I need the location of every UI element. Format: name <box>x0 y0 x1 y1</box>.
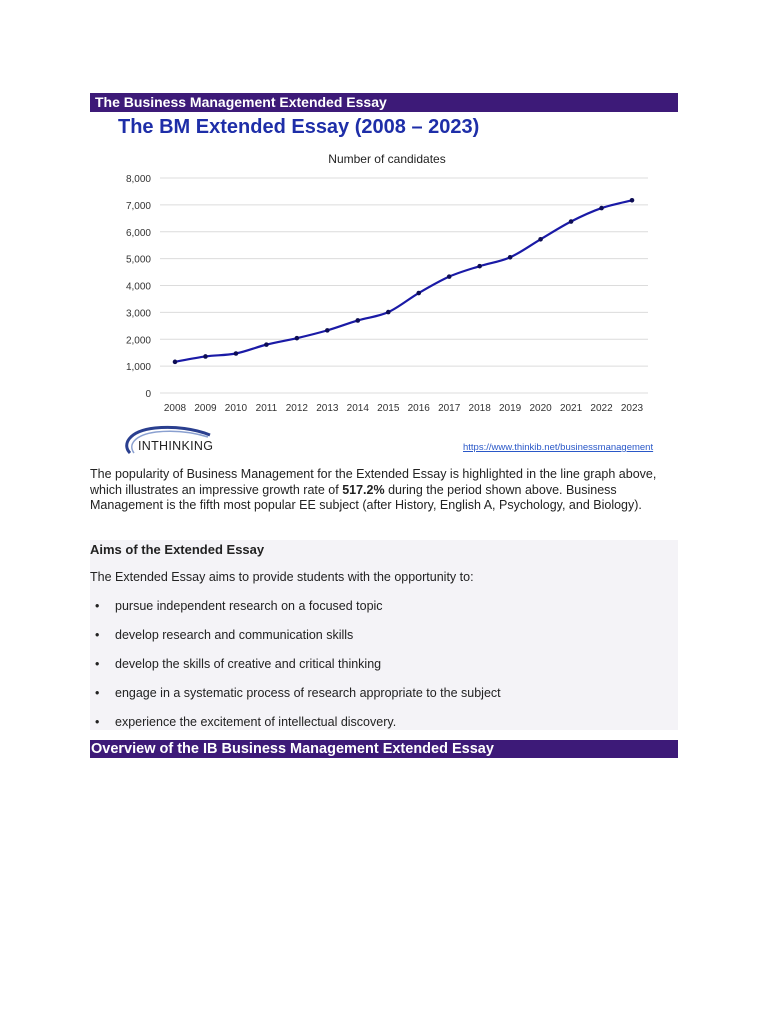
data-point <box>172 359 178 365</box>
data-point <box>294 335 300 341</box>
x-tick-label: 2017 <box>438 403 461 414</box>
x-tick-label: 2020 <box>529 403 552 414</box>
y-tick-label: 2,000 <box>126 335 151 346</box>
aim-item: pursue independent research on a focused… <box>95 599 383 613</box>
paragraph-text-end: during the period shown above. Business … <box>90 482 642 513</box>
chart-heading: The BM Extended Essay (2008 – 2023) <box>118 116 480 138</box>
overview-banner: Overview of the IB Business Management E… <box>90 740 678 758</box>
data-point <box>507 254 513 260</box>
y-tick-label: 4,000 <box>126 282 151 293</box>
chart-title: Number of candidates <box>328 152 445 166</box>
x-tick-label: 2011 <box>256 403 278 414</box>
x-tick-label: 2012 <box>286 403 309 414</box>
aim-item: develop the skills of creative and criti… <box>95 657 381 671</box>
x-tick-label: 2021 <box>560 403 583 414</box>
aim-item: experience the excitement of intellectua… <box>95 715 396 729</box>
x-tick-label: 2019 <box>499 403 522 414</box>
growth-rate: 517.2% <box>342 482 385 497</box>
x-tick-label: 2008 <box>164 403 187 414</box>
data-point <box>233 351 239 356</box>
data-point <box>568 219 574 224</box>
logo-text: INTHINKING <box>138 439 214 453</box>
aim-item: engage in a systematic process of resear… <box>95 686 501 700</box>
x-tick-label: 2013 <box>316 403 339 414</box>
y-tick-label: 8,000 <box>126 174 151 185</box>
series-line <box>174 199 633 363</box>
y-tick-label: 7,000 <box>126 201 151 212</box>
data-point <box>325 328 330 333</box>
data-point <box>416 290 422 296</box>
y-tick-label: 1,000 <box>126 362 151 373</box>
x-tick-label: 2023 <box>621 403 644 414</box>
data-point <box>477 263 482 269</box>
paragraph-text: The popularity of Business Management fo… <box>90 467 657 497</box>
logo-swoosh-icon <box>125 425 211 455</box>
data-point <box>203 354 208 359</box>
x-tick-label: 2016 <box>408 403 431 414</box>
data-point <box>385 309 391 315</box>
line-chart: Number of candidates 0 1,000 2,000 3,000 4,0… <box>126 152 648 414</box>
x-tick-label: 2009 <box>194 403 217 414</box>
x-tick-label: 2010 <box>225 403 248 414</box>
x-tick-label: 2015 <box>377 403 400 414</box>
x-tick-label: 2022 <box>590 403 613 414</box>
data-point <box>538 236 543 242</box>
aim-item: develop research and communication skill… <box>95 628 353 642</box>
data-point <box>264 342 269 347</box>
top-banner: The Business Management Extended Essay <box>90 93 678 112</box>
intro-paragraph: The popularity of Business Management fo… <box>90 467 670 514</box>
data-point <box>355 318 361 323</box>
source-link[interactable]: https://www.thinkib.net/businessmanageme… <box>463 442 654 453</box>
aims-heading: Aims of the Extended Essay <box>90 542 265 557</box>
aims-section: Aims of the Extended Essay The Extended … <box>90 540 678 730</box>
y-tick-label: 3,000 <box>126 308 151 319</box>
y-tick-label: 5,000 <box>126 255 151 266</box>
aims-intro: The Extended Essay aims to provide stude… <box>90 570 474 584</box>
data-point <box>599 205 604 211</box>
y-tick-label: 0 <box>145 389 151 400</box>
data-point <box>446 274 452 279</box>
y-tick-label: 6,000 <box>126 228 151 239</box>
inthinking-logo: INTHINKING <box>120 423 220 459</box>
data-point <box>629 198 635 203</box>
x-tick-label: 2014 <box>347 403 370 414</box>
x-tick-label: 2018 <box>469 403 492 414</box>
